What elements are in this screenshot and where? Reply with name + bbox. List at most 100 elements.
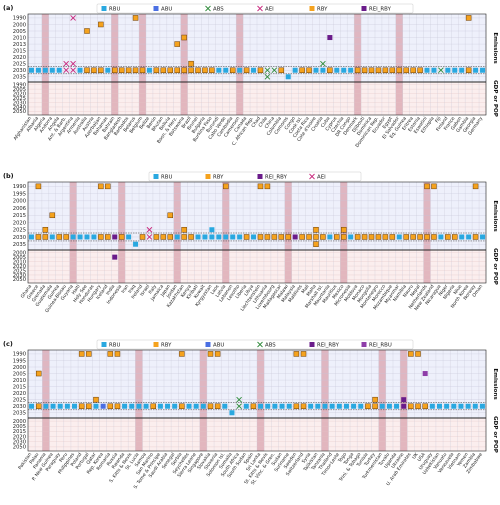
mark-RBU — [93, 403, 99, 409]
mark-RBU — [174, 234, 180, 240]
mark-RBU — [186, 403, 192, 409]
mark-RBY — [417, 67, 423, 73]
mark-RBY — [417, 234, 423, 240]
mark-RBY — [195, 67, 201, 73]
y-tick-label: 2035 — [13, 75, 26, 81]
mark-RBY — [150, 403, 156, 409]
mark-RBU — [209, 234, 215, 240]
mark-RBY — [160, 67, 167, 73]
mark-RBY — [424, 234, 430, 240]
mark-ABS — [271, 67, 278, 74]
shaded-column — [111, 14, 119, 115]
mark-RBY — [63, 234, 69, 240]
mark-RBY — [396, 67, 403, 73]
mark-REI_RBY — [257, 174, 263, 179]
mark-RBU — [35, 67, 41, 73]
y-tick-label: 2030 — [13, 68, 26, 74]
panel-0: 1990200020052010201320152020202520302035… — [3, 3, 498, 149]
mark-RBY — [309, 6, 315, 11]
mark-RBU — [243, 403, 249, 409]
mark-RBY — [114, 403, 121, 409]
legend-label: REI_RBY — [369, 6, 392, 12]
y-tick-label: 2013 — [13, 42, 26, 48]
mark-REI_RBY — [292, 234, 298, 240]
mark-ABS — [236, 396, 242, 403]
mark-RBU — [209, 227, 215, 233]
mark-RBU — [322, 403, 328, 409]
mark-RBU — [101, 6, 107, 11]
mark-RBY — [354, 234, 361, 240]
y-tick-label: 1990 — [13, 82, 26, 88]
mark-RBY — [98, 183, 104, 190]
legend-label: REI_RBY — [317, 342, 340, 348]
mark-RBY — [167, 234, 174, 240]
mark-RBU — [77, 234, 83, 240]
mark-RBY — [98, 234, 104, 240]
mark-RBU — [172, 403, 178, 409]
mark-RBU — [279, 403, 285, 409]
mark-ABS — [264, 73, 271, 80]
mark-RBY — [431, 183, 437, 190]
shaded-column — [354, 14, 362, 115]
mark-RBU — [329, 403, 335, 409]
mark-RBU — [223, 67, 229, 73]
mark-REI_RBY — [401, 397, 407, 403]
mark-RBY — [91, 67, 97, 73]
y-tick-label: 2020 — [13, 264, 26, 270]
country-label: Mali — [300, 284, 310, 295]
country-label: Peru — [58, 452, 69, 464]
mark-RBY — [408, 403, 414, 409]
mark-RBY — [257, 67, 264, 73]
mark-RBU — [351, 403, 357, 409]
mark-RBY — [465, 15, 472, 21]
mark-RBU — [153, 174, 159, 179]
country-label: Cuba — [320, 116, 332, 129]
y-tick-label: 2015 — [13, 429, 26, 435]
mark-ABS-stroke — [264, 67, 271, 74]
mark-RBY — [49, 212, 56, 219]
mark-RBY — [181, 67, 187, 73]
panel-2: 1990199520002005201020152020202520302035… — [3, 339, 498, 490]
mark-RBY — [361, 67, 368, 73]
legend-box — [96, 339, 414, 350]
mark-RBU — [222, 403, 228, 409]
legend-label: RBU — [109, 342, 120, 348]
mark-RBY — [167, 212, 174, 219]
mark-RBU — [379, 403, 385, 409]
mark-RBY — [84, 67, 90, 73]
y-tick-label: 2006 — [13, 206, 26, 212]
mark-RBY — [35, 234, 42, 240]
legend-label: RBU — [109, 6, 120, 12]
mark-RBY — [56, 234, 62, 240]
mark-RBU — [341, 67, 347, 73]
mark-ABU — [153, 6, 159, 11]
mark-RBU — [320, 67, 326, 73]
mark-RBY — [174, 67, 180, 73]
mark-RBY — [214, 403, 221, 409]
mark-RBY — [42, 234, 49, 240]
shaded-column — [69, 182, 77, 283]
mark-AEI — [70, 15, 76, 21]
mark-RBY — [415, 351, 421, 357]
mark-ABS-stroke — [438, 67, 444, 74]
mark-RBU — [200, 403, 206, 409]
mark-RBY — [452, 234, 458, 240]
mark-ABS-stroke — [236, 396, 242, 403]
legend-box — [96, 3, 414, 14]
mark-RBY — [472, 183, 479, 190]
mark-RBY — [229, 67, 236, 73]
panel-label: (c) — [3, 340, 13, 348]
mark-RBY — [35, 183, 42, 190]
mark-RBU — [424, 67, 430, 73]
mark-RBY — [300, 351, 307, 357]
mark-RBY — [299, 234, 305, 240]
y-tick-label: 2015 — [13, 213, 26, 219]
mark-RBY — [403, 234, 409, 240]
mark-RBU — [70, 234, 76, 240]
mark-RBY — [340, 226, 347, 233]
mark-RBY — [313, 226, 319, 233]
y-tick-label: 1995 — [13, 191, 26, 197]
mark-RBY — [35, 370, 42, 377]
gdp-pop-label: GDP or POP — [492, 248, 498, 285]
mark-RBY — [209, 67, 215, 73]
